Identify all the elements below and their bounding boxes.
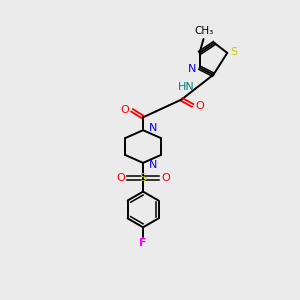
Text: S: S	[231, 47, 238, 57]
Text: HN: HN	[178, 82, 195, 92]
Text: F: F	[139, 238, 147, 248]
Text: O: O	[116, 173, 125, 183]
Text: O: O	[121, 105, 130, 116]
Text: N: N	[188, 64, 196, 74]
Text: S: S	[140, 173, 147, 183]
Text: O: O	[161, 173, 170, 183]
Text: O: O	[195, 101, 204, 111]
Text: CH₃: CH₃	[195, 26, 214, 36]
Text: N: N	[149, 123, 157, 133]
Text: N: N	[149, 160, 157, 170]
